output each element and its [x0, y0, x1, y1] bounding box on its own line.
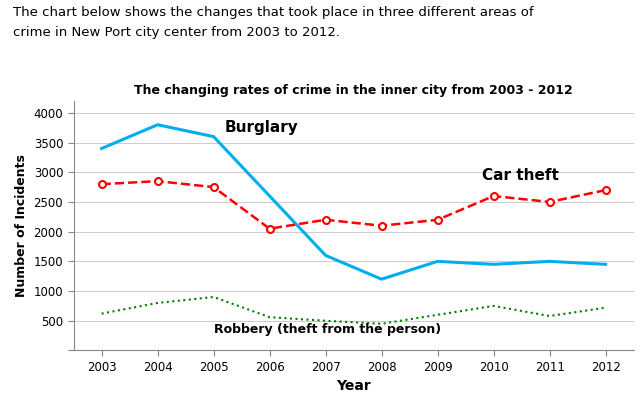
- Text: Robbery (theft from the person): Robbery (theft from the person): [214, 323, 441, 336]
- Text: crime in New Port city center from 2003 to 2012.: crime in New Port city center from 2003 …: [13, 26, 340, 39]
- Text: Car theft: Car theft: [483, 168, 559, 183]
- Text: Burglary: Burglary: [225, 120, 298, 135]
- Text: The chart below shows the changes that took place in three different areas of: The chart below shows the changes that t…: [13, 6, 533, 19]
- Y-axis label: Number of Incidents: Number of Incidents: [15, 154, 28, 297]
- Title: The changing rates of crime in the inner city from 2003 - 2012: The changing rates of crime in the inner…: [134, 84, 573, 97]
- X-axis label: Year: Year: [336, 379, 371, 394]
